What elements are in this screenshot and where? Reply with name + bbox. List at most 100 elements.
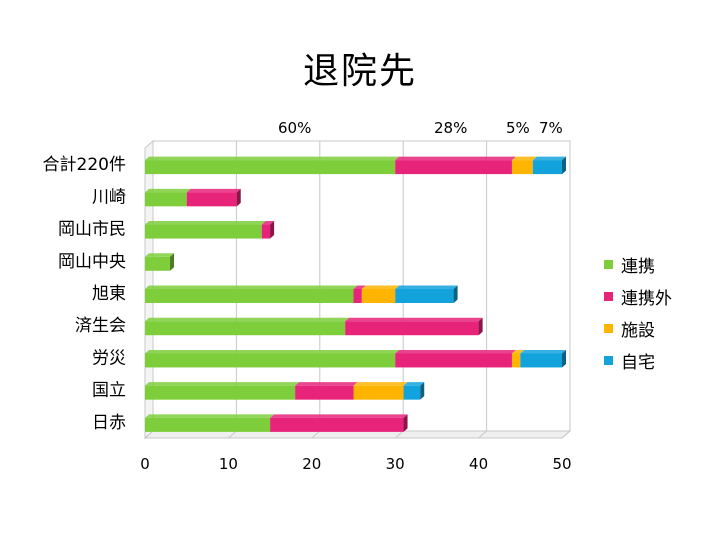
bar-top-face bbox=[261, 221, 275, 225]
bar-segment bbox=[145, 417, 271, 432]
bar-segment bbox=[295, 385, 354, 400]
legend-item: 自宅 bbox=[604, 344, 672, 376]
bar-segment bbox=[145, 192, 187, 207]
percent-label-renkeigai: 28% bbox=[434, 119, 468, 137]
bar-top-face bbox=[145, 188, 191, 193]
bar-segment bbox=[145, 256, 171, 271]
bar-top-face bbox=[345, 317, 483, 322]
legend-item: 連携 bbox=[604, 248, 672, 280]
x-tick-label: 20 bbox=[302, 455, 321, 473]
bar-segment bbox=[186, 192, 237, 207]
category-label: 川崎 bbox=[92, 187, 126, 207]
legend-item: 施設 bbox=[604, 312, 672, 344]
category-label: 労災 bbox=[92, 348, 126, 368]
plot-floor bbox=[143, 430, 572, 439]
bar-top-face bbox=[145, 156, 400, 161]
bar-top-face bbox=[403, 382, 425, 386]
bar-segment bbox=[511, 160, 533, 175]
bar-top-face bbox=[353, 285, 366, 289]
x-tick-label: 50 bbox=[552, 455, 571, 473]
legend: 連携 連携外 施設 自宅 bbox=[604, 248, 672, 376]
bar-segment bbox=[395, 160, 512, 175]
category-label: 国立 bbox=[92, 381, 126, 401]
percent-label-shisetsu: 5% bbox=[506, 119, 530, 137]
bar-top-face bbox=[511, 156, 537, 161]
legend-label: 連携外 bbox=[621, 288, 672, 309]
legend-label: 施設 bbox=[621, 320, 655, 341]
bar-top-face bbox=[361, 285, 400, 289]
legend-label: 連携 bbox=[621, 256, 655, 277]
bar-segment bbox=[145, 321, 346, 336]
bar-segment bbox=[403, 385, 421, 400]
bar-top-face bbox=[511, 349, 525, 354]
bar-segment bbox=[145, 289, 354, 303]
bar-segment bbox=[145, 160, 396, 175]
bar-top-face bbox=[145, 285, 358, 289]
bar-end-face bbox=[236, 188, 241, 207]
category-label: 岡山市民 bbox=[58, 220, 126, 240]
x-tick-label: 10 bbox=[219, 455, 238, 473]
bar-segment bbox=[145, 385, 296, 400]
bar-segment bbox=[520, 353, 562, 368]
bar-segment bbox=[145, 353, 396, 368]
x-tick-label: 40 bbox=[469, 455, 488, 473]
bar-end-face bbox=[403, 414, 408, 432]
bar-top-face bbox=[295, 382, 358, 386]
bar-top-face bbox=[186, 188, 241, 193]
bar-top-face bbox=[353, 382, 408, 386]
bar-top-face bbox=[520, 349, 566, 354]
gridline-floor bbox=[144, 430, 154, 439]
bar-end-face bbox=[453, 285, 458, 303]
bar-end-face bbox=[562, 156, 566, 175]
bar-top-face bbox=[145, 317, 350, 322]
bar-top-face bbox=[532, 156, 566, 161]
legend-swatch-renkeigai bbox=[604, 291, 613, 301]
category-label: 旭東 bbox=[92, 284, 126, 304]
legend-swatch-renkei bbox=[604, 259, 613, 269]
bar-top-face bbox=[145, 382, 300, 386]
bar-segment bbox=[345, 321, 479, 336]
bar-segment bbox=[145, 224, 262, 239]
bar-top-face bbox=[145, 349, 400, 354]
bar-segment bbox=[353, 289, 362, 303]
bar-segment bbox=[395, 289, 454, 303]
gridline-floor bbox=[478, 430, 487, 439]
category-label: 日赤 bbox=[92, 413, 126, 433]
percent-label-renkei: 60% bbox=[278, 119, 312, 137]
bar-top-face bbox=[270, 414, 408, 418]
bar-top-face bbox=[145, 253, 175, 257]
percent-label-jitaku: 7% bbox=[539, 119, 563, 137]
bar-end-face bbox=[562, 349, 566, 368]
bar-end-face bbox=[170, 253, 175, 271]
gridline-floor bbox=[561, 430, 571, 439]
legend-item: 連携外 bbox=[604, 280, 672, 312]
bar-end-face bbox=[420, 382, 425, 400]
bar-top-face bbox=[395, 349, 516, 354]
bar-segment bbox=[361, 289, 396, 303]
category-label: 合計220件 bbox=[43, 155, 126, 175]
x-tick-label: 30 bbox=[386, 455, 405, 473]
category-label: 岡山中央 bbox=[58, 252, 126, 272]
bar-top-face bbox=[395, 285, 458, 289]
page-title: 退院先 bbox=[302, 51, 417, 92]
bar-top-face bbox=[145, 414, 275, 418]
bar-end-face bbox=[478, 317, 483, 336]
bar-top-face bbox=[145, 221, 266, 225]
bar-end-face bbox=[270, 221, 275, 239]
x-tick-label: 0 bbox=[140, 455, 150, 473]
bar-segment bbox=[532, 160, 562, 175]
legend-swatch-jitaku bbox=[604, 355, 613, 365]
gridline-floor bbox=[228, 430, 237, 439]
bar-segment bbox=[270, 417, 404, 432]
legend-swatch-shisetsu bbox=[604, 323, 613, 333]
bar-top-face bbox=[395, 156, 516, 161]
bar-segment bbox=[395, 353, 512, 368]
legend-label: 自宅 bbox=[621, 352, 655, 373]
gridline-floor bbox=[394, 430, 404, 439]
bar-segment bbox=[511, 353, 521, 368]
bar-segment bbox=[353, 385, 404, 400]
bar-segment bbox=[261, 224, 271, 239]
gridline-floor bbox=[311, 430, 321, 439]
category-label: 済生会 bbox=[75, 316, 126, 336]
